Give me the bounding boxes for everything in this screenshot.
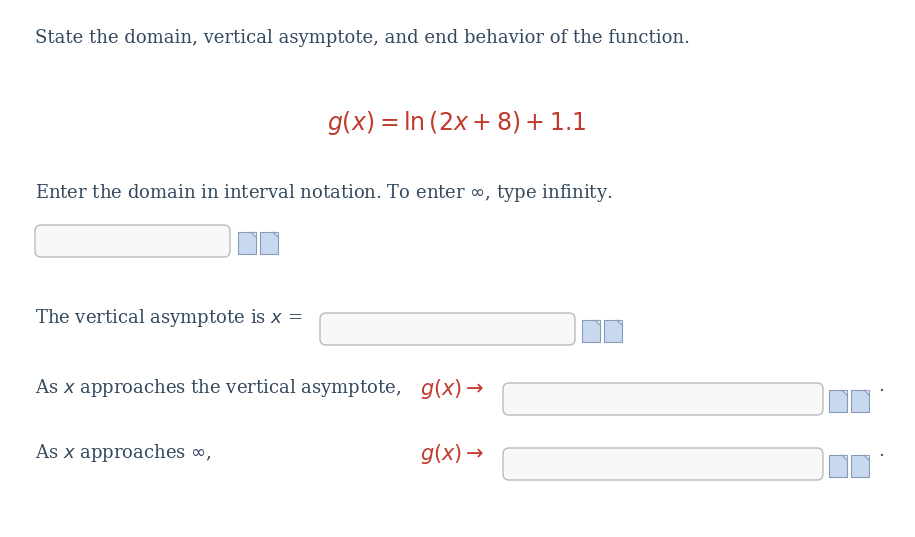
Polygon shape: [273, 232, 278, 237]
FancyBboxPatch shape: [604, 320, 622, 342]
Polygon shape: [864, 455, 869, 460]
Polygon shape: [595, 320, 600, 325]
Polygon shape: [842, 455, 847, 460]
Text: The vertical asymptote is $x$ =: The vertical asymptote is $x$ =: [35, 307, 302, 329]
Text: As $x$ approaches the vertical asymptote,: As $x$ approaches the vertical asymptote…: [35, 377, 402, 399]
FancyBboxPatch shape: [503, 383, 823, 415]
FancyBboxPatch shape: [851, 390, 869, 412]
FancyBboxPatch shape: [35, 225, 230, 257]
FancyBboxPatch shape: [238, 232, 256, 254]
Text: $g\left(x\right) \rightarrow$: $g\left(x\right) \rightarrow$: [420, 442, 484, 466]
Polygon shape: [617, 320, 622, 325]
Text: Enter the domain in interval notation. To enter $\infty$, type infinity.: Enter the domain in interval notation. T…: [35, 182, 612, 204]
Text: $g\left(x\right) = \ln\left(2x + 8\right) + 1.1$: $g\left(x\right) = \ln\left(2x + 8\right…: [328, 109, 587, 137]
Polygon shape: [864, 390, 869, 395]
Text: State the domain, vertical asymptote, and end behavior of the function.: State the domain, vertical asymptote, an…: [35, 29, 690, 47]
Text: $g\left(x\right) \rightarrow$: $g\left(x\right) \rightarrow$: [420, 377, 484, 401]
Text: .: .: [878, 377, 884, 395]
FancyBboxPatch shape: [829, 455, 847, 477]
FancyBboxPatch shape: [829, 390, 847, 412]
FancyBboxPatch shape: [320, 313, 575, 345]
FancyBboxPatch shape: [260, 232, 278, 254]
FancyBboxPatch shape: [582, 320, 600, 342]
FancyBboxPatch shape: [851, 455, 869, 477]
Polygon shape: [251, 232, 256, 237]
FancyBboxPatch shape: [503, 448, 823, 480]
Text: .: .: [878, 442, 884, 460]
Polygon shape: [842, 390, 847, 395]
Text: As $x$ approaches $\infty$,: As $x$ approaches $\infty$,: [35, 442, 211, 464]
